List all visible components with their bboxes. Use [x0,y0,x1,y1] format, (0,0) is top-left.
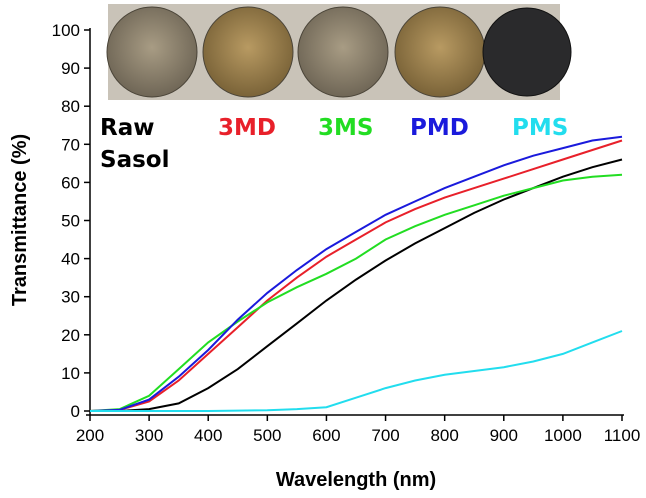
y-tick-label: 90 [61,59,80,78]
y-tick-label: 100 [52,21,80,40]
y-tick-label: 0 [71,402,80,421]
x-tick-label: 1100 [604,426,641,445]
y-tick-label: 60 [61,173,80,192]
x-tick-label: 600 [312,426,340,445]
sample-disk [106,6,198,98]
x-axis-label: Wavelength (nm) [276,469,436,491]
x-tick-label: 300 [135,426,163,445]
legend-label: Raw Sasol [100,115,170,173]
x-tick-label: 400 [194,426,222,445]
series-line [89,173,623,412]
y-axis-label: Transmittance (%) [9,134,31,306]
legend-label: PMD [410,115,469,141]
x-tick-label: 900 [490,426,518,445]
sample-disk [394,6,486,98]
sample-disk [297,6,389,98]
y-tick-label: 70 [61,135,80,154]
y-tick-label: 10 [61,364,80,383]
y-tick-label: 20 [61,326,80,345]
legend-label: 3MS [318,115,374,141]
y-tick-label: 40 [61,250,80,269]
x-tick-label: 700 [371,426,399,445]
series-line [90,158,623,412]
sample-disk [202,6,294,98]
sample-photo [106,4,572,100]
series-line [89,139,623,412]
series-line [89,135,623,412]
x-tick-label: 500 [253,426,281,445]
x-tick-label: 800 [430,426,458,445]
y-tick-label: 50 [61,212,80,231]
y-tick-label: 30 [61,288,80,307]
sample-disk [482,7,572,97]
legend-label: PMS [512,115,569,141]
y-tick-label: 80 [61,97,80,116]
x-tick-label: 1000 [544,426,582,445]
x-tick-label: 200 [76,426,104,445]
series-line [90,330,623,412]
legend-label: 3MD [218,115,276,141]
